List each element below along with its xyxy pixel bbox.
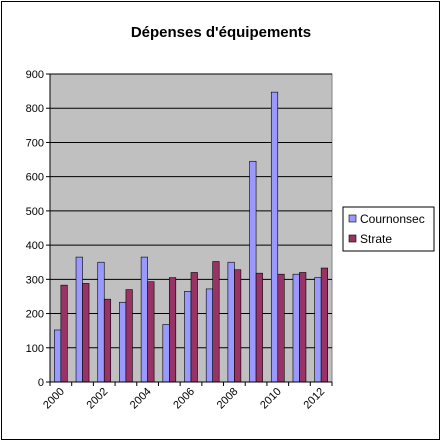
bar-strate-2007 [212,261,220,383]
bar-strate-2010 [277,273,285,383]
legend: Cournonsec Strate [342,206,435,252]
y-tick-label: 200 [26,309,44,321]
y-tick-label: 0 [38,377,44,389]
bar-strate-2001 [82,283,90,383]
bar-strate-2000 [60,284,68,383]
bar-cournonsec-2009 [249,160,257,383]
bar-cournonsec-2003 [119,301,127,383]
x-tick-label: 2008 [215,386,241,412]
chart-title: Dépenses d'équipements [131,24,311,41]
bar-cournonsec-2006 [184,291,192,383]
y-tick-label: 100 [26,343,44,355]
bar-strate-2003 [125,289,133,383]
bar-strate-2012 [320,267,328,383]
y-tick-label: 900 [26,69,44,81]
bar-strate-2006 [190,272,198,383]
bar-cournonsec-2011 [292,273,300,383]
x-tick-label: 2002 [85,386,111,412]
plot-area: 0 100 200 300 400 500 600 700 800 900 2000 2002 2004… [26,69,333,412]
bar-cournonsec-2007 [205,288,213,383]
legend-box [342,206,435,252]
bar-strate-2002 [103,298,112,383]
bar-cournonsec-2012 [314,277,322,383]
bar-strate-2005 [169,277,177,383]
bar-cournonsec-2000 [54,329,62,383]
bar-strate-2004 [147,281,155,383]
bar-strate-2008 [234,269,242,383]
y-tick-label: 400 [26,240,44,252]
x-tick-label: 2006 [171,386,197,412]
bar-cournonsec-2004 [140,256,148,383]
bar-strate-2009 [255,272,263,383]
legend-label-cournonsec: Cournonsec [360,212,425,226]
y-tick-label: 600 [26,172,44,184]
bar-cournonsec-2002 [97,261,105,383]
bar-cournonsec-2008 [227,261,235,383]
x-tick-label: 2010 [258,386,284,412]
y-tick-label: 700 [26,137,44,149]
x-tick-label: 2004 [128,386,154,412]
bar-cournonsec-2005 [162,324,170,383]
x-tick-label: 2012 [301,386,327,412]
y-tick-label: 300 [26,274,44,286]
y-tick-label: 800 [26,103,44,115]
bar-cournonsec-2001 [75,256,83,383]
legend-label-strate: Strate [360,232,392,246]
legend-swatch-strate [348,234,357,243]
bar-strate-2011 [299,272,307,383]
x-tick-label: 2000 [41,386,67,412]
y-tick-label: 500 [26,206,44,218]
legend-swatch-cournonsec [348,214,357,223]
bar-cournonsec-2010 [270,91,279,383]
